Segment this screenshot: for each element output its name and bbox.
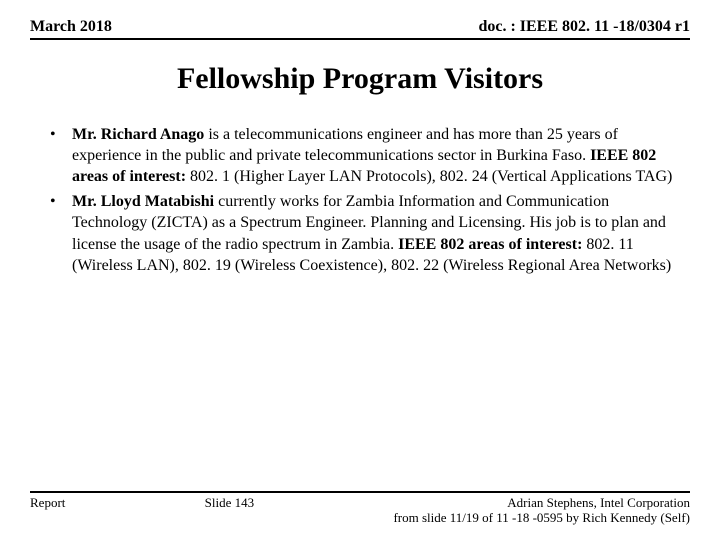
header-date: March 2018 — [30, 18, 112, 36]
header-rule — [30, 38, 690, 40]
footer-author: Adrian Stephens, Intel Corporation — [393, 495, 690, 511]
interest-text: 802. 1 (Higher Layer LAN Protocols), 802… — [186, 168, 672, 185]
footer-rule — [30, 491, 690, 493]
person-name: Mr. Richard Anago — [72, 126, 204, 143]
footer-slide-number: Slide 143 — [205, 495, 254, 511]
bullet-item: Mr. Richard Anago is a telecommunication… — [44, 124, 676, 187]
footer-source: from slide 11/19 of 11 -18 -0595 by Rich… — [393, 510, 690, 526]
interest-label: IEEE 802 areas of interest: — [398, 236, 582, 253]
footer-left: Report — [30, 495, 65, 511]
slide-title: Fellowship Program Visitors — [0, 62, 720, 96]
bullet-item: Mr. Lloyd Matabishi currently works for … — [44, 191, 676, 275]
slide-footer: Report Slide 143 Adrian Stephens, Intel … — [30, 491, 690, 526]
slide-content: Mr. Richard Anago is a telecommunication… — [0, 96, 720, 276]
header-doc-id: doc. : IEEE 802. 11 -18/0304 r1 — [478, 18, 690, 36]
person-name: Mr. Lloyd Matabishi — [72, 193, 214, 210]
